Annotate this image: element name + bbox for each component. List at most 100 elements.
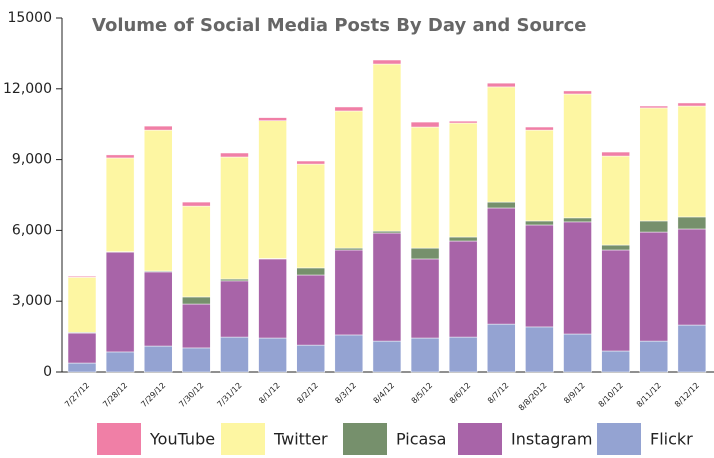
bar-segment [487, 201, 516, 209]
bar-segment [334, 249, 364, 336]
bar-segment [296, 160, 325, 165]
y-tick-label: 15000 [7, 10, 52, 26]
x-tick-label: 8/10/12 [597, 381, 625, 409]
bar-segment [220, 156, 249, 280]
bar-segment [601, 350, 630, 373]
bar-segment [67, 276, 97, 278]
bar-segment [448, 122, 478, 238]
bar-segment [258, 258, 287, 339]
bar-segment [220, 336, 249, 373]
y-tick-label: 9,000 [12, 152, 52, 168]
bar-segment [334, 110, 364, 249]
bar-segment [677, 324, 707, 373]
bar-segment [296, 163, 325, 269]
x-tick-label: 8/6/12 [448, 381, 473, 406]
bar-segment [143, 345, 173, 373]
bar-segment [639, 220, 669, 233]
bar-segment [601, 155, 630, 246]
bar-segment [677, 216, 707, 230]
bar-segment [67, 362, 97, 373]
x-tick-label: 7/31/12 [215, 381, 243, 409]
bar-segment [487, 86, 516, 203]
legend-swatch [343, 423, 387, 455]
legend-swatch [221, 423, 265, 455]
bar-segment [220, 280, 249, 338]
bar-segment [105, 157, 135, 252]
bar-segment [487, 82, 516, 88]
bar-segment [448, 336, 478, 373]
bar-segment [525, 326, 554, 373]
bar-segment [448, 236, 478, 242]
y-tick-label: 3,000 [12, 293, 52, 309]
bar-segment [258, 337, 287, 373]
bar-segment [143, 129, 173, 272]
bar-segment [105, 251, 135, 353]
bar-segment [105, 351, 135, 373]
bar-segment [525, 224, 554, 328]
bar-segment [258, 117, 287, 121]
y-tick-label: 0 [43, 364, 52, 380]
legend-label: Picasa [396, 430, 446, 449]
bar-segment [258, 120, 287, 259]
bar-segment [372, 232, 402, 342]
bar-segment [296, 344, 325, 373]
bar-segment [410, 126, 440, 249]
bar-segment [601, 244, 630, 251]
bar-segment [563, 93, 592, 219]
bar-segment [67, 277, 97, 333]
bar-segment [220, 152, 249, 158]
legend-label: Flickr [650, 430, 693, 449]
bar-segment [334, 247, 364, 251]
bar-segment [410, 247, 440, 260]
bar-segment [563, 90, 592, 95]
bar-segment [410, 121, 440, 128]
x-tick-label: 7/29/12 [139, 381, 167, 409]
x-tick-label: 8/12/12 [673, 381, 701, 409]
bar-segment [105, 154, 135, 159]
bar-segment [334, 106, 364, 112]
bar-segment [372, 59, 402, 65]
bar-segment [677, 102, 707, 107]
x-tick-label: 8/8/2012 [517, 381, 549, 413]
x-tick-label: 8/11/12 [635, 381, 663, 409]
bar-segment [143, 271, 173, 347]
y-tick-label: 6,000 [12, 222, 52, 238]
bar-segment [601, 249, 630, 352]
bar-segment [601, 151, 630, 157]
bar-segment [677, 228, 707, 326]
bar-segment [143, 125, 173, 131]
x-tick-label: 8/2/12 [295, 381, 320, 406]
x-tick-label: 8/3/12 [333, 381, 358, 406]
bar-segment [372, 230, 402, 234]
x-tick-label: 7/30/12 [177, 381, 205, 409]
bar-segment [525, 220, 554, 226]
legend-label: Instagram [511, 430, 592, 449]
bar-segment [525, 126, 554, 131]
bar-segment [639, 107, 669, 222]
bar-segment [448, 120, 478, 124]
bar-segment [182, 303, 211, 349]
x-tick-label: 8/4/12 [372, 381, 397, 406]
x-tick-label: 7/27/12 [63, 381, 91, 409]
bar-segment [639, 105, 669, 109]
x-tick-label: 7/28/12 [101, 381, 129, 409]
legend-label: YouTube [149, 430, 215, 449]
legend-swatch [97, 423, 141, 455]
legend-label: Twitter [273, 430, 328, 449]
legend-swatch [597, 423, 641, 455]
bar-segment [372, 63, 402, 232]
bar-segment [639, 231, 669, 342]
bar-segment [487, 207, 516, 325]
bar-segment [296, 267, 325, 276]
bar-segment [677, 105, 707, 218]
bar-segment [487, 323, 516, 373]
x-tick-label: 8/5/12 [410, 381, 435, 406]
x-tick-label: 8/9/12 [562, 381, 587, 406]
bar-segment [410, 258, 440, 339]
bar-segment [372, 340, 402, 373]
bar-segment [639, 340, 669, 373]
bar-segment [334, 334, 364, 373]
bar-segment [182, 296, 211, 305]
bar-segment [410, 337, 440, 373]
